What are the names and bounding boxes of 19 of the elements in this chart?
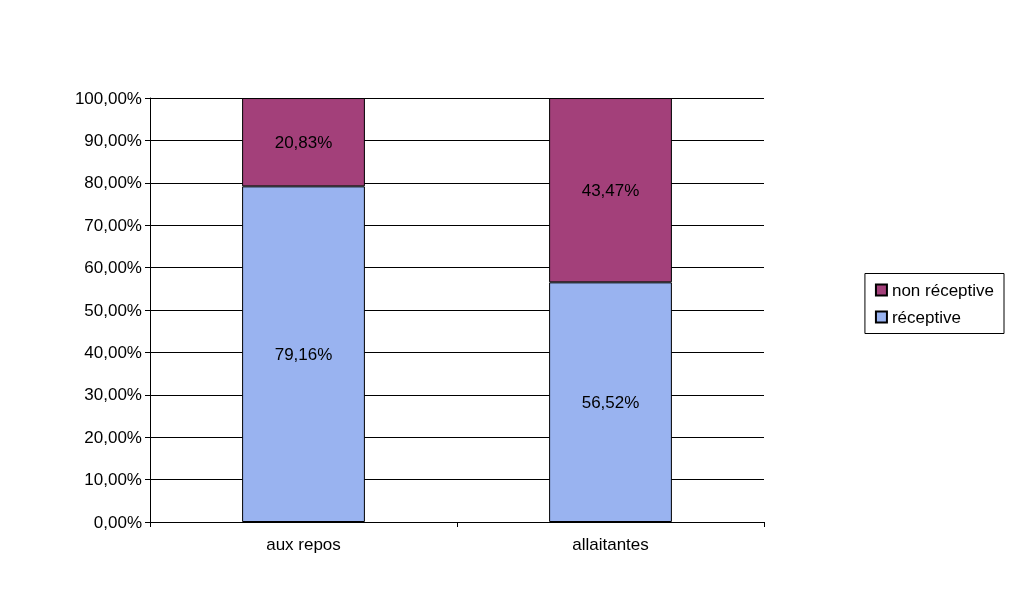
y-tick-label: 0,00% xyxy=(93,512,142,532)
legend-label: non réceptive xyxy=(891,280,995,300)
y-tick-label: 30,00% xyxy=(84,385,142,405)
legend-label: réceptive xyxy=(891,307,961,327)
data-label: 79,16% xyxy=(274,344,333,364)
y-tick-label: 100,00% xyxy=(74,88,142,108)
y-tick-label: 80,00% xyxy=(84,173,142,193)
y-tick-label: 20,00% xyxy=(84,427,142,447)
y-tick-label: 10,00% xyxy=(84,470,142,490)
y-tick-label: 60,00% xyxy=(84,258,142,278)
data-label: 43,47% xyxy=(581,180,640,200)
data-label: 20,83% xyxy=(274,132,333,152)
y-tick-label: 90,00% xyxy=(84,130,142,150)
x-tick-label: allaitantes xyxy=(572,535,649,554)
y-tick-label: 40,00% xyxy=(84,342,142,362)
x-tick-label: aux repos xyxy=(266,535,341,554)
y-tick-label: 70,00% xyxy=(84,215,142,235)
y-tick-label: 50,00% xyxy=(84,300,142,320)
data-label: 56,52% xyxy=(581,392,640,412)
